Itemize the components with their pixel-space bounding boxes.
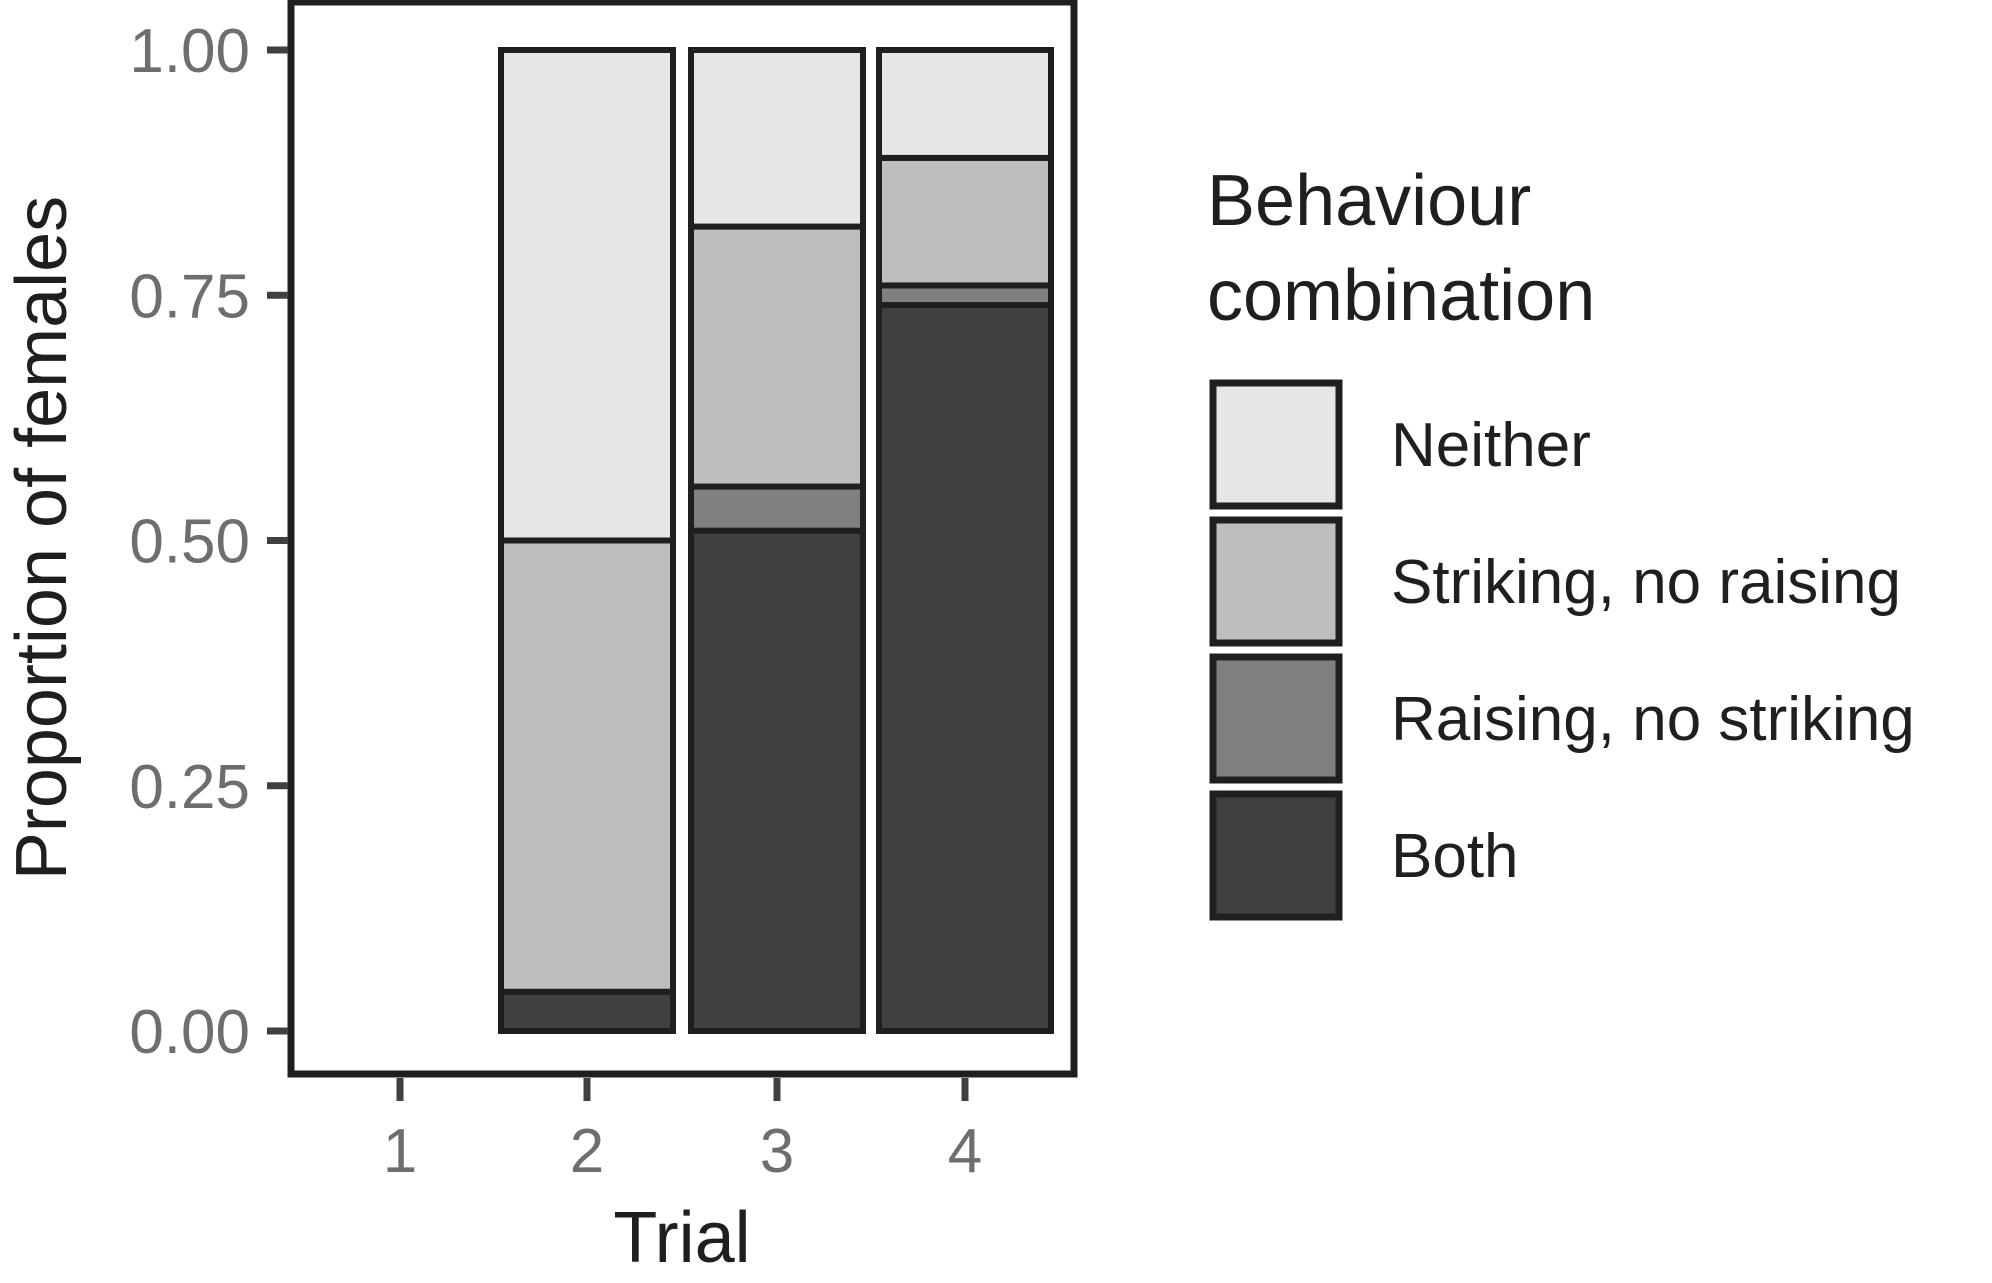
bar-trial-3-striking-no-raising (688, 223, 866, 490)
legend-key (1209, 516, 1343, 647)
bar-trial-4-striking-no-raising (876, 154, 1054, 289)
bar-trial-3-both (688, 527, 866, 1034)
legend-title-line-1: Behaviour (1207, 161, 1531, 241)
bars-layer (498, 47, 1054, 1035)
legend-label: Neither (1391, 411, 1591, 480)
legend: Behaviour combination Neither Striking, n… (1207, 161, 1915, 921)
legend-key (1209, 653, 1343, 784)
y-tick-label: 0.75 (129, 262, 250, 331)
y-tick-label: 0.00 (129, 998, 250, 1067)
bar-trial-4-both (876, 302, 1054, 1034)
y-tick-label: 1.00 (129, 17, 250, 86)
bar-trial-2-striking-no-raising (498, 537, 676, 995)
legend-label: Raising, no striking (1391, 685, 1915, 754)
x-tick-label: 2 (570, 1117, 604, 1186)
bar-trial-2-both (498, 988, 676, 1035)
legend-key (1209, 790, 1343, 921)
x-axis-title: Trial (613, 1198, 750, 1278)
x-tick-label: 4 (948, 1117, 982, 1186)
y-tick-label: 0.25 (129, 753, 250, 822)
x-tick-label: 3 (760, 1117, 794, 1186)
bar-trial-3-neither (688, 47, 866, 230)
legend-key (1209, 379, 1343, 510)
bar-trial-2-neither (498, 47, 676, 544)
legend-label: Both (1391, 822, 1519, 891)
x-axis: 1 2 3 4 (383, 1078, 982, 1186)
y-axis: 0.00 0.25 0.50 0.75 1.00 (129, 17, 288, 1067)
legend-label: Striking, no raising (1391, 548, 1901, 617)
bar-trial-3-raising-no-striking (688, 483, 866, 534)
plot-panel-border (287, 0, 1078, 1078)
legend-title-line-2: combination (1207, 256, 1595, 336)
bar-trial-4-neither (876, 47, 1054, 161)
y-axis-title: Proportion of females (2, 196, 82, 880)
y-tick-label: 0.50 (129, 508, 250, 577)
x-tick-label: 1 (383, 1117, 417, 1186)
